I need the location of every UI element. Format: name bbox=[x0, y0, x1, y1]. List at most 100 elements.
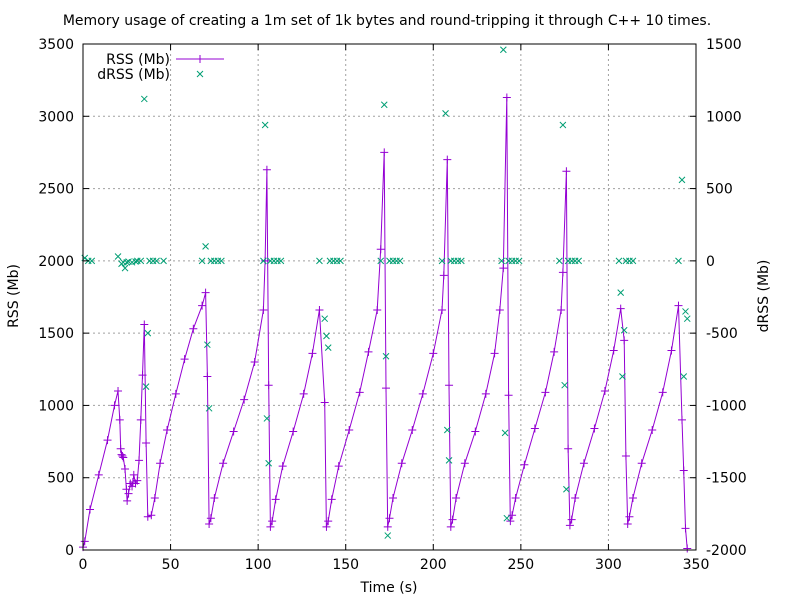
x-axis-label: Time (s) bbox=[360, 580, 418, 596]
rss-point bbox=[541, 388, 550, 397]
rss-point bbox=[648, 426, 657, 435]
rss-point bbox=[683, 544, 692, 553]
rss-point bbox=[219, 459, 228, 468]
drss-point bbox=[561, 381, 568, 389]
x-tick-label: 250 bbox=[507, 557, 534, 573]
rss-point bbox=[376, 245, 385, 254]
rss-point bbox=[324, 517, 333, 526]
rss-point bbox=[448, 515, 457, 524]
rss-point bbox=[397, 459, 406, 468]
y-tick-label: 500 bbox=[47, 471, 74, 487]
drss-point bbox=[438, 257, 446, 265]
x-tick-label: 300 bbox=[595, 557, 622, 573]
drss-point bbox=[114, 253, 122, 260]
rss-point bbox=[210, 493, 219, 502]
y2-tick-label: 1500 bbox=[706, 37, 742, 53]
drss-point bbox=[265, 459, 273, 467]
drss-point bbox=[121, 264, 129, 272]
rss-point bbox=[123, 496, 132, 505]
rss-point bbox=[418, 389, 427, 398]
rss-point bbox=[94, 470, 103, 479]
legend-label-rss: RSS (Mb) bbox=[106, 52, 170, 68]
drss-point bbox=[678, 176, 686, 184]
rss-point bbox=[135, 456, 144, 465]
drss-point bbox=[575, 257, 583, 265]
rss-point bbox=[206, 514, 215, 523]
rss-point bbox=[171, 389, 180, 398]
drss-point bbox=[499, 46, 507, 54]
rss-point bbox=[616, 304, 625, 313]
legend-marker-drss bbox=[196, 70, 204, 78]
rss-point bbox=[124, 489, 133, 498]
rss-point bbox=[380, 148, 389, 157]
rss-point bbox=[198, 301, 207, 310]
rss-point bbox=[299, 389, 308, 398]
rss-point bbox=[264, 381, 273, 390]
rss-point bbox=[506, 517, 515, 526]
rss-point bbox=[103, 436, 112, 445]
rss-point bbox=[590, 424, 599, 433]
rss-point bbox=[490, 349, 499, 358]
legend-label-drss: dRSS (Mb) bbox=[97, 67, 170, 83]
y2-tick-label: 0 bbox=[706, 254, 715, 270]
drss-point bbox=[683, 315, 691, 323]
rss-point bbox=[322, 522, 331, 531]
rss-point bbox=[677, 415, 686, 424]
rss-point bbox=[261, 256, 270, 265]
x-tick-label: 150 bbox=[332, 557, 359, 573]
rss-point bbox=[138, 371, 147, 380]
rss-point bbox=[289, 427, 298, 436]
rss-point bbox=[114, 386, 123, 395]
rss-point bbox=[445, 381, 454, 390]
rss-point bbox=[452, 493, 461, 502]
rss-point bbox=[562, 167, 571, 176]
rss-point bbox=[163, 426, 172, 435]
rss-point bbox=[550, 347, 559, 356]
rss-point bbox=[327, 495, 336, 504]
rss-point bbox=[511, 493, 520, 502]
drss-point bbox=[396, 257, 404, 265]
rss-point bbox=[579, 459, 588, 468]
ticks: 0 50 100 150 200 250 300 3500500100015002000250… bbox=[38, 37, 746, 573]
drss-point bbox=[377, 257, 385, 265]
drss-point bbox=[277, 257, 285, 265]
drss-point bbox=[88, 257, 96, 265]
drss-point bbox=[442, 110, 449, 117]
rss-point bbox=[80, 537, 89, 546]
drss-point bbox=[123, 258, 131, 266]
drss-point bbox=[137, 257, 145, 265]
rss-point bbox=[558, 268, 567, 277]
rss-point bbox=[320, 398, 329, 407]
drss-point bbox=[218, 257, 225, 265]
drss-point bbox=[153, 257, 160, 265]
rss-point bbox=[385, 514, 394, 523]
drss-point bbox=[620, 326, 628, 334]
drss-point bbox=[457, 257, 465, 265]
rss-point bbox=[278, 462, 287, 471]
drss-point bbox=[144, 329, 152, 337]
rss-point bbox=[119, 453, 128, 462]
rss-point bbox=[481, 389, 490, 398]
rss-point bbox=[156, 459, 165, 468]
rss-point bbox=[373, 306, 382, 315]
rss-point bbox=[262, 165, 271, 174]
drss-point bbox=[615, 257, 623, 265]
drss-point bbox=[629, 257, 637, 265]
rss-point bbox=[495, 306, 504, 315]
rss-point bbox=[565, 521, 574, 530]
drss-point bbox=[501, 429, 509, 437]
y2-tick-label: 500 bbox=[706, 182, 733, 198]
drss-point bbox=[503, 514, 511, 522]
rss-point bbox=[205, 519, 214, 528]
drss-point bbox=[160, 257, 167, 265]
rss-point bbox=[122, 485, 131, 494]
rss-point bbox=[143, 512, 152, 521]
y2-tick-label: -500 bbox=[706, 326, 738, 342]
drss-point bbox=[263, 415, 271, 422]
rss-point bbox=[189, 324, 198, 333]
rss-point bbox=[250, 358, 259, 367]
rss-point bbox=[147, 511, 156, 520]
rss-point bbox=[203, 372, 212, 381]
rss-point bbox=[674, 301, 683, 310]
